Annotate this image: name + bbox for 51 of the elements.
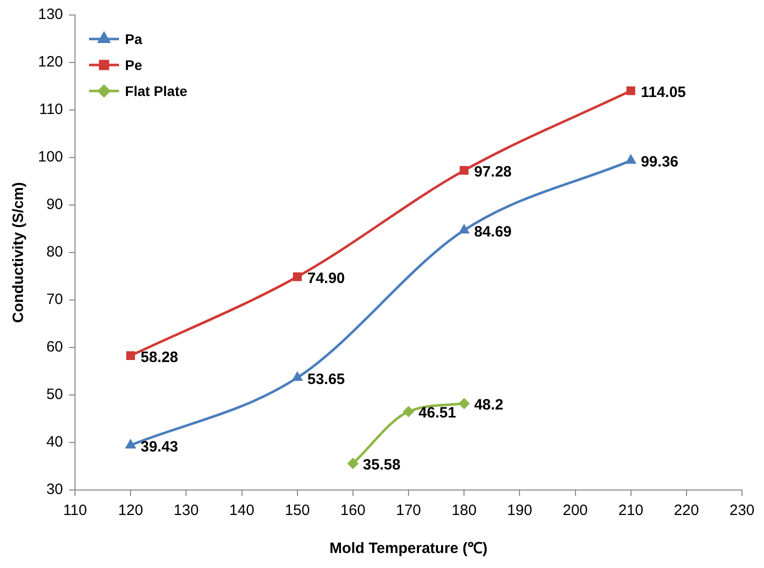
y-tick-label: 120 <box>38 54 64 71</box>
y-axis-title: Conductivity (S/cm) <box>10 182 28 323</box>
x-tick-label: 150 <box>284 502 310 520</box>
data-label: 99.36 <box>640 154 678 171</box>
point <box>347 458 358 469</box>
data-label: 35.58 <box>362 456 400 474</box>
legend-label: Pe <box>125 56 142 73</box>
x-tick-label: 140 <box>229 502 254 520</box>
y-tick-label: 80 <box>46 244 64 261</box>
y-tick-label: 50 <box>46 386 64 404</box>
data-label: 39.43 <box>140 438 178 456</box>
data-label: 97.28 <box>474 164 512 181</box>
y-tick-label: 60 <box>46 338 64 356</box>
x-tick-label: 210 <box>618 502 644 520</box>
data-label: 46.51 <box>418 404 456 422</box>
x-tick-label: 180 <box>452 502 477 520</box>
y-tick-label: 70 <box>46 291 64 308</box>
y-tick-label: 40 <box>46 434 64 451</box>
point <box>458 224 470 234</box>
x-tick-label: 190 <box>507 502 532 520</box>
y-tick-label: 90 <box>46 196 64 214</box>
data-label: 48.2 <box>474 396 504 414</box>
y-tick-label: 100 <box>38 148 64 166</box>
data-label: 58.28 <box>140 348 178 366</box>
x-tick-label: 170 <box>396 502 422 520</box>
x-tick-label: 160 <box>340 502 366 520</box>
point <box>292 372 303 381</box>
point <box>403 406 414 418</box>
x-tick-label: 220 <box>674 502 699 520</box>
legend-label: Pa <box>125 30 142 47</box>
x-tick-label: 120 <box>118 502 144 520</box>
y-tick-label: 130 <box>38 6 64 24</box>
point <box>125 439 136 448</box>
x-tick-label: 200 <box>562 502 588 520</box>
data-label: 114.05 <box>640 84 686 101</box>
x-axis-title: Mold Temperature (℃) <box>329 540 488 558</box>
data-label: 74.90 <box>307 270 345 287</box>
x-tick-label: 110 <box>63 502 87 520</box>
point <box>458 398 470 410</box>
legend-label: Flat Plate <box>125 82 188 99</box>
point <box>460 166 468 175</box>
data-label: 53.65 <box>307 370 345 388</box>
data-label: 84.69 <box>474 223 512 240</box>
y-tick-label: 30 <box>46 481 64 498</box>
x-tick-label: 230 <box>729 502 755 520</box>
point <box>626 154 636 164</box>
point <box>626 86 636 96</box>
point <box>292 272 302 282</box>
y-tick-label: 110 <box>39 101 64 118</box>
point <box>126 351 135 360</box>
x-tick-label: 130 <box>174 502 199 520</box>
